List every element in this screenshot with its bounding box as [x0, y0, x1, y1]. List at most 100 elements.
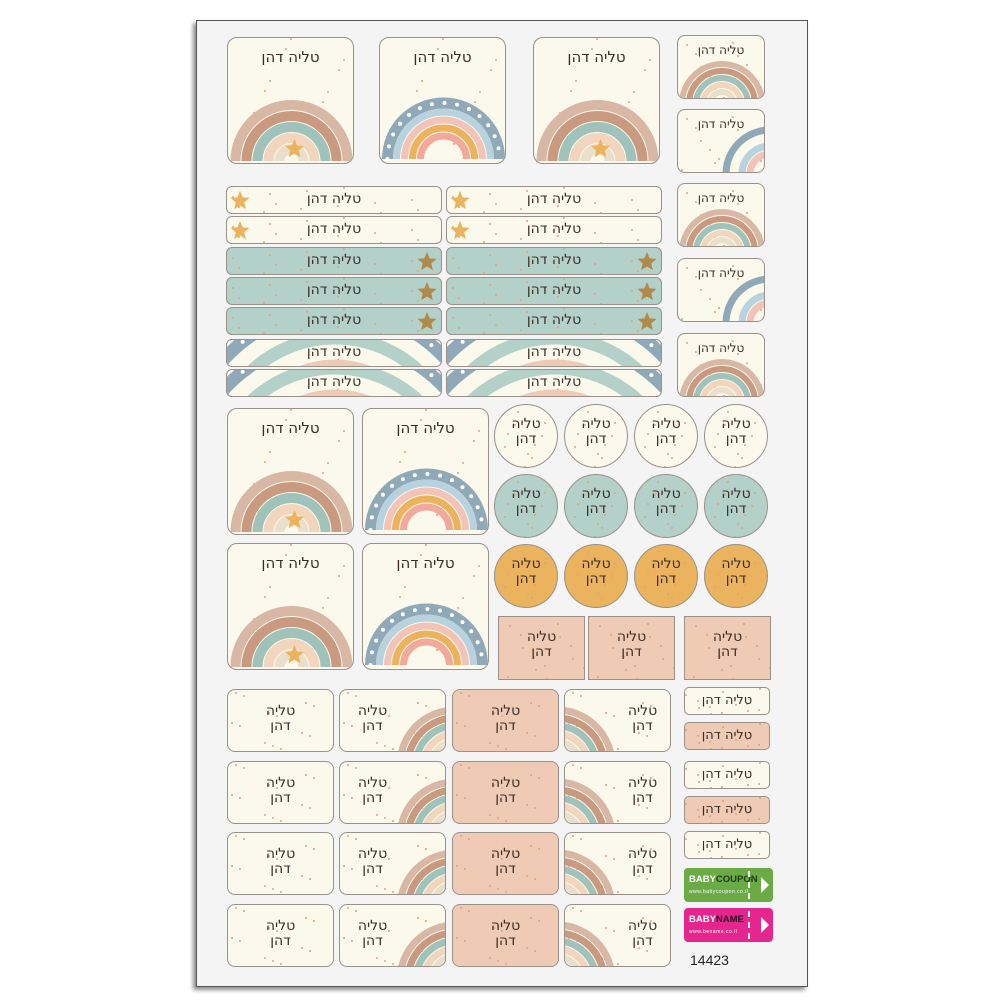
sticker-name-text: טליה דהן: [697, 117, 745, 131]
name-sticker: טליה דהן: [564, 544, 628, 608]
sticker-name-text: טליה: [581, 556, 611, 572]
name-sticker: טליה דהן: [533, 37, 660, 164]
sticker-name-text: דהן: [270, 933, 291, 949]
sticker-name-text: טליה: [490, 703, 521, 719]
sticker-name-text: טליה: [651, 556, 681, 572]
logo-text: BABY: [689, 874, 716, 885]
sticker-name-text: טליה דהן: [526, 191, 582, 207]
sticker-name-text: טליה: [581, 486, 611, 502]
sticker-name-text: דהן: [585, 571, 607, 587]
sticker-name-text: טליה דהן: [413, 48, 472, 66]
sticker-name-text: דהן: [495, 790, 516, 806]
sticker-name-text: דהן: [270, 861, 291, 877]
name-sticker: טליה דהן: [226, 277, 442, 305]
sticker-name-text: דהן: [495, 933, 516, 949]
sticker-name-text: דהן: [632, 718, 653, 734]
sticker-name-text: טליה דהן: [526, 312, 582, 328]
arrow-icon: [761, 917, 769, 933]
name-sticker: טליה דהן: [634, 544, 698, 608]
name-sticker: טליה דהן: [684, 831, 770, 859]
name-sticker: טליה דהן: [339, 689, 446, 752]
sticker-name-text: דהן: [362, 933, 383, 949]
sticker-name-text: טליה: [526, 629, 557, 645]
name-sticker: טליה דהן: [684, 616, 771, 680]
sticker-name-text: טליה דהן: [697, 266, 745, 280]
sticker-name-text: טליה: [357, 703, 388, 719]
name-sticker: טליה דהן: [564, 832, 671, 895]
name-sticker: טליה דהן: [677, 109, 765, 173]
name-sticker: טליה דהן: [446, 277, 662, 305]
babyname-logo: BABYNAME www.bename.co.il: [684, 908, 773, 942]
sticker-name-text: דהן: [621, 644, 642, 660]
name-sticker: טליה דהן: [446, 216, 662, 244]
sticker-name-text: דהן: [362, 718, 383, 734]
name-sticker: טליה דהן: [498, 616, 585, 680]
name-sticker: טליה דהן: [226, 186, 442, 214]
name-sticker: טליה דהן: [227, 408, 354, 535]
sticker-name-text: טליה: [616, 629, 647, 645]
sticker-name-text: דהן: [632, 861, 653, 877]
sticker-name-text: טליה דהן: [526, 221, 582, 237]
name-sticker: טליה דהן: [564, 761, 671, 824]
name-sticker: טליה דהן: [634, 474, 698, 538]
sticker-name-text: טליה: [627, 775, 658, 791]
sticker-name-text: טליה: [712, 629, 743, 645]
sticker-name-text: טליה דהן: [526, 252, 582, 268]
sticker-name-text: דהן: [717, 644, 738, 660]
sticker-name-text: טליה: [357, 775, 388, 791]
name-sticker: טליה דהן: [684, 761, 770, 789]
name-sticker: טליה דהן: [227, 904, 334, 967]
name-sticker: טליה דהן: [564, 904, 671, 967]
sticker-name-text: טליה: [721, 556, 751, 572]
sticker-name-text: טליה דהן: [396, 419, 455, 437]
sticker-name-text: דהן: [515, 501, 537, 517]
name-sticker: טליה דהן: [588, 616, 675, 680]
sticker-name-text: טליה דהן: [306, 344, 362, 360]
sticker-name-text: טליה דהן: [567, 48, 626, 66]
name-sticker: טליה דהן: [494, 544, 558, 608]
sticker-name-text: טליה דהן: [306, 191, 362, 207]
sticker-name-text: טליה דהן: [701, 802, 753, 817]
sticker-name-text: טליה דהן: [396, 554, 455, 572]
sticker-name-text: טליה דהן: [306, 282, 362, 298]
sticker-name-text: דהן: [362, 790, 383, 806]
name-sticker: טליה דהן: [446, 247, 662, 275]
sticker-name-text: דהן: [655, 431, 677, 447]
name-sticker: טליה דהן: [446, 339, 662, 367]
name-sticker: טליה דהן: [226, 216, 442, 244]
sticker-name-text: דהן: [632, 933, 653, 949]
sticker-name-text: טליה דהן: [701, 837, 753, 852]
sticker-name-text: דהן: [655, 501, 677, 517]
sticker-name-text: דהן: [495, 861, 516, 877]
name-sticker: טליה דהן: [339, 761, 446, 824]
name-sticker: טליה דהן: [677, 183, 765, 247]
sticker-name-text: דהן: [632, 790, 653, 806]
name-sticker: טליה דהן: [684, 796, 770, 824]
sticker-name-text: טליה דהן: [261, 554, 320, 572]
name-sticker: טליה דהן: [704, 544, 768, 608]
name-sticker: טליה דהן: [494, 474, 558, 538]
name-sticker: טליה דהן: [226, 247, 442, 275]
name-sticker: טליה דהן: [446, 369, 662, 397]
logo-text: COUPON: [715, 874, 758, 885]
sticker-name-text: טליה דהן: [306, 252, 362, 268]
sticker-name-text: טליה: [490, 775, 521, 791]
name-sticker: טליה דהן: [634, 404, 698, 468]
sticker-name-text: טליה דהן: [701, 767, 753, 782]
name-sticker: טליה דהן: [339, 904, 446, 967]
name-sticker: טליה דהן: [494, 404, 558, 468]
sticker-name-text: טליה דהן: [526, 282, 582, 298]
name-sticker: טליה דהן: [452, 761, 559, 824]
sticker-name-text: טליה דהן: [526, 374, 582, 390]
sticker-name-text: דהן: [531, 644, 552, 660]
logo-text: BABY: [689, 914, 716, 925]
sticker-name-text: טליה: [357, 846, 388, 862]
sticker-name-text: טליה: [265, 703, 296, 719]
name-sticker: טליה דהן: [677, 258, 765, 322]
sticker-name-text: דהן: [515, 431, 537, 447]
sticker-name-text: דהן: [495, 718, 516, 734]
name-sticker: טליה דהן: [227, 543, 354, 670]
name-sticker: טליה דהן: [704, 404, 768, 468]
sticker-name-text: טליה דהן: [697, 191, 745, 205]
sticker-name-text: טליה: [265, 846, 296, 862]
